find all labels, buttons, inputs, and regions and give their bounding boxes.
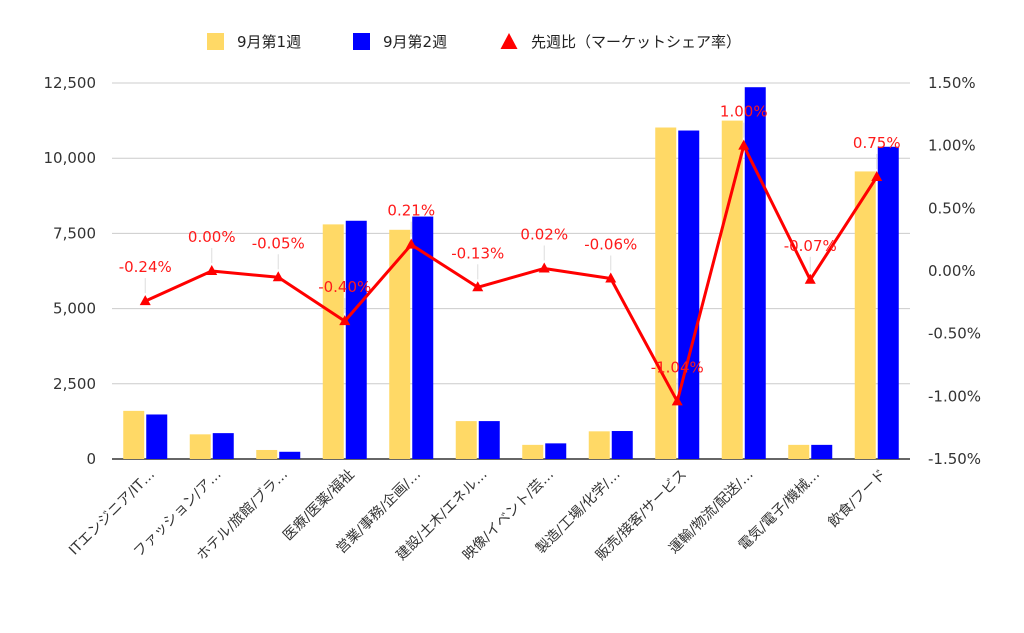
share-point-marker — [272, 271, 284, 282]
bar-week1 — [721, 120, 743, 459]
category-labels: ITエンジニア/IT…ファッション/ア…ホテル/旅館/ブラ…医療/医薬/福祉営業… — [66, 466, 889, 564]
gridlines — [112, 82, 910, 460]
category-label: 飲食/フード — [825, 466, 890, 531]
right-axis-tick-label: 0.00% — [928, 262, 976, 280]
right-axis-tick-label: -0.50% — [928, 325, 981, 343]
right-axis-tick-label: 1.50% — [928, 74, 976, 92]
share-point-marker — [671, 395, 683, 406]
share-point-marker — [738, 139, 750, 150]
share-point-marker — [405, 238, 417, 249]
line-data-labels: -0.24%0.00% -0.05%-0.40%0.21%-0.13%0.02%-… — [119, 103, 901, 394]
bar-week2 — [212, 433, 234, 459]
bar-week1 — [189, 434, 211, 459]
share-point-marker — [139, 295, 151, 306]
bar-week1 — [854, 171, 876, 460]
legend-label: 9月第2週 — [383, 33, 447, 51]
bar-week1 — [588, 431, 610, 459]
right-axis-tick-label: -1.50% — [928, 450, 981, 468]
share-data-label: 1.00% — [720, 103, 768, 121]
bar-week1 — [522, 444, 544, 459]
share-data-label: -0.05% — [252, 234, 305, 252]
share-point-marker — [804, 273, 816, 284]
right-axis-tick-label: 0.50% — [928, 199, 976, 217]
share-point-marker — [339, 315, 351, 326]
share-point-marker — [472, 281, 484, 292]
share-line — [144, 144, 879, 403]
legend-label: 9月第1週 — [237, 33, 301, 51]
share-data-label: 0.00% — [188, 228, 236, 246]
bar-week2 — [412, 216, 434, 459]
bar-week1 — [256, 449, 278, 459]
bar-week2 — [279, 451, 301, 459]
share-data-label: 0.21% — [387, 202, 435, 220]
bar-week2 — [744, 87, 766, 460]
bar-week2 — [478, 421, 500, 459]
share-data-label: 0.75% — [853, 134, 901, 152]
line-series — [139, 139, 883, 406]
share-point-marker — [538, 262, 550, 273]
bar-week1 — [389, 229, 411, 459]
bar-week1 — [123, 410, 145, 459]
left-axis-tick-label: 10,000 — [44, 149, 97, 167]
bar-week2 — [611, 431, 633, 459]
bar-week2 — [678, 130, 700, 459]
share-point-marker — [206, 265, 218, 275]
bar-week2 — [811, 444, 833, 459]
left-axis-tick-label: 2,500 — [53, 375, 96, 393]
bar-week1 — [655, 127, 677, 459]
right-axis-tick-label: 1.00% — [928, 137, 976, 155]
right-axis-tick-label: -1.00% — [928, 387, 981, 405]
right-axis-ticks: -1.50% -1.00% -0.50% 0.00% 0.50% 1.00% 1.50% — [928, 74, 981, 468]
bar-week2 — [146, 414, 168, 459]
bar-week2 — [345, 220, 367, 459]
share-point-marker — [605, 272, 617, 283]
left-axis-tick-label: 5,000 — [53, 300, 96, 318]
legend-swatch-week1 — [207, 33, 224, 50]
legend-label: 先週比（マーケットシェア率） — [531, 33, 741, 51]
left-axis-tick-label: 0 — [86, 450, 96, 468]
share-data-label: -0.07% — [784, 237, 837, 255]
legend-triangle-icon — [500, 33, 518, 49]
left-axis-ticks: 0 2,500 5,000 7,500 10,000 12,500 — [44, 74, 97, 468]
share-data-label: -0.13% — [451, 244, 504, 262]
left-axis-tick-label: 7,500 — [53, 224, 96, 242]
share-data-label: -0.24% — [119, 258, 172, 276]
bar-week2 — [545, 443, 567, 459]
share-data-label: 0.02% — [520, 225, 568, 243]
bar-week1 — [788, 444, 810, 459]
legend-swatch-week2 — [353, 33, 370, 50]
share-data-label: -1.04% — [651, 358, 704, 376]
share-data-label: -0.06% — [584, 236, 637, 254]
bar-week1 — [455, 421, 477, 459]
bar-week2 — [877, 146, 899, 459]
share-data-label: -0.40% — [318, 278, 371, 296]
share-point-marker — [871, 171, 883, 181]
left-axis-tick-label: 12,500 — [44, 74, 97, 92]
bar-week1 — [322, 224, 344, 459]
legend: 9月第1週 9月第2週 先週比（マーケットシェア率） — [207, 33, 741, 51]
